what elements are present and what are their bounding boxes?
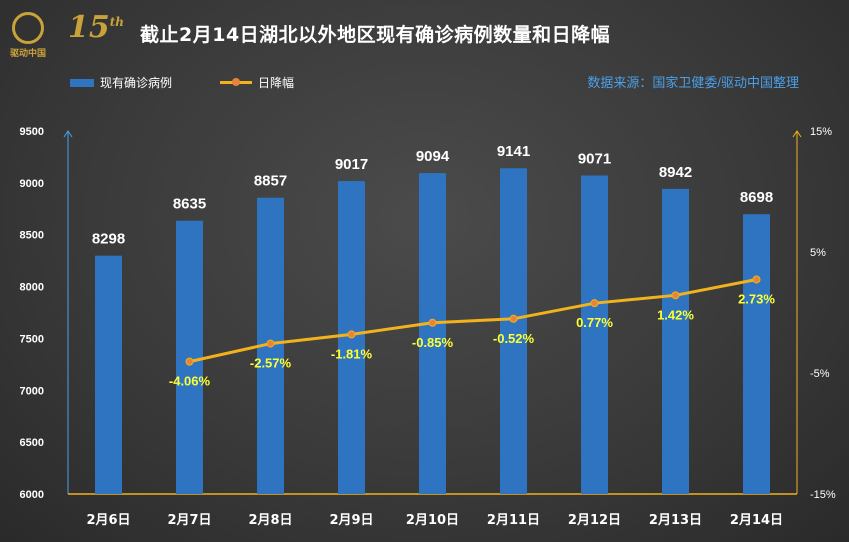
bar xyxy=(419,173,446,494)
bar xyxy=(581,175,608,495)
bar-value-label: 9141 xyxy=(497,143,530,160)
x-tick-label: 2月6日 xyxy=(86,513,130,528)
x-tick-label: 2月9日 xyxy=(329,513,373,528)
x-tick-label: 2月14日 xyxy=(730,513,783,528)
line-value-label: 1.42% xyxy=(657,307,694,322)
logo-anniversary: 15th xyxy=(68,10,125,45)
brand-logo: 15th 驱动中国 xyxy=(8,6,124,58)
line-point xyxy=(671,291,680,300)
bar-value-label: 8635 xyxy=(173,196,206,213)
y-right-tick-label: 15% xyxy=(810,126,832,138)
legend-label-decline: 日降幅 xyxy=(258,76,295,90)
line-point xyxy=(185,357,194,366)
y-left-tick-label: 6500 xyxy=(20,437,44,449)
y-right-tick-label: -15% xyxy=(810,489,836,501)
bar xyxy=(500,168,527,494)
x-tick-label: 2月7日 xyxy=(167,513,211,528)
legend-item-bar: 现有确诊病例 xyxy=(70,74,172,91)
line-point xyxy=(590,299,599,308)
line-point xyxy=(428,318,437,327)
data-source: 数据来源：国家卫健委/驱动中国整理 xyxy=(587,75,799,90)
bar-value-label: 8698 xyxy=(740,189,773,206)
line-value-label: -2.57% xyxy=(250,356,292,371)
chart-title: 截止2月14日湖北以外地区现有确诊病例数量和日降幅 xyxy=(140,24,611,46)
y-right-tick-label: 5% xyxy=(810,247,826,259)
y-axis-left-arrow-icon xyxy=(63,130,73,138)
y-left-tick-label: 9000 xyxy=(20,178,44,190)
bar-value-label: 8857 xyxy=(254,173,287,190)
bar xyxy=(176,220,203,494)
x-tick-label: 2月11日 xyxy=(487,513,540,528)
bar-value-label: 8298 xyxy=(92,231,125,248)
y-right-tick-label: -5% xyxy=(810,368,830,380)
x-tick-label: 2月8日 xyxy=(248,513,292,528)
line-point xyxy=(266,339,275,348)
y-left-tick-label: 7000 xyxy=(20,385,44,397)
bar-value-label: 9094 xyxy=(416,148,450,165)
y-left-tick-label: 8500 xyxy=(20,230,44,242)
legend-item-line: 日降幅 xyxy=(220,74,294,91)
bar-value-label: 9071 xyxy=(578,150,611,167)
y-left-tick-label: 6000 xyxy=(20,489,44,501)
legend-bar-swatch xyxy=(70,78,94,87)
logo-text: 驱动中国 xyxy=(10,48,47,58)
x-tick-label: 2月10日 xyxy=(406,513,459,528)
x-tick-label: 2月12日 xyxy=(568,513,621,528)
line-value-label: -1.81% xyxy=(331,346,373,361)
line-value-label: 0.77% xyxy=(576,315,613,330)
y-left-tick-label: 7500 xyxy=(20,333,44,345)
legend-line-swatch xyxy=(220,78,252,86)
y-left-tick-label: 9500 xyxy=(20,126,44,138)
line-value-label: 2.73% xyxy=(738,291,775,306)
legend-label-cases: 现有确诊病例 xyxy=(100,76,173,90)
decline-line xyxy=(189,277,757,364)
line-value-label: -0.52% xyxy=(493,331,535,346)
bar xyxy=(662,188,689,495)
y-left-tick-label: 8000 xyxy=(20,282,44,294)
bar-value-label: 9017 xyxy=(335,156,368,173)
line-point xyxy=(752,275,761,284)
line-point xyxy=(509,314,518,323)
x-tick-label: 2月13日 xyxy=(649,513,702,528)
bar xyxy=(743,214,770,494)
line-value-label: -4.06% xyxy=(169,374,211,389)
bar-value-label: 8942 xyxy=(659,164,692,181)
bar xyxy=(95,255,122,494)
line-point xyxy=(347,330,356,339)
line-value-label: -0.85% xyxy=(412,335,454,350)
y-axis-right-arrow-icon xyxy=(792,130,802,138)
logo-mark-icon xyxy=(12,12,44,44)
